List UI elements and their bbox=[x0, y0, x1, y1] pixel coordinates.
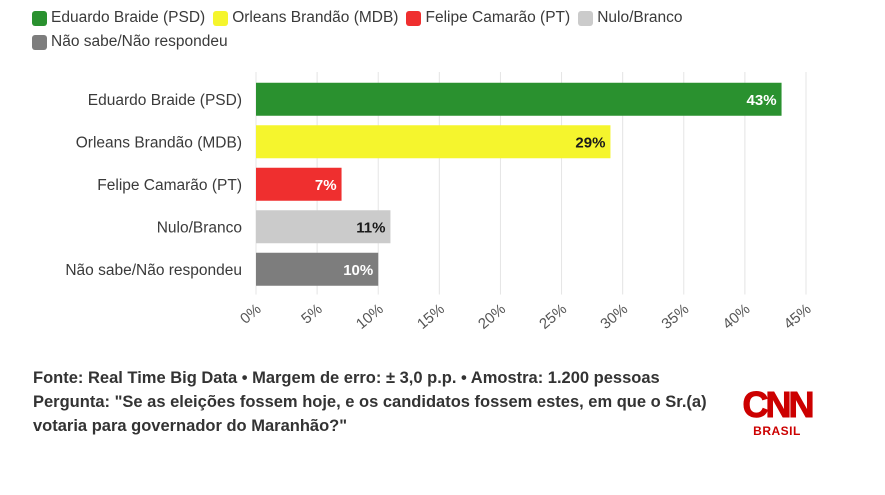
bar-chart: Eduardo Braide (PSD) 43% Orleans Brandão (… bbox=[65, 72, 815, 333]
x-tick-label: 20% bbox=[475, 301, 509, 333]
x-tick-label: 45% bbox=[781, 301, 815, 333]
x-tick-label: 35% bbox=[658, 301, 692, 333]
category-label: Orleans Brandão (MDB) bbox=[76, 134, 242, 151]
x-tick-label: 15% bbox=[414, 301, 448, 333]
bar bbox=[256, 167, 342, 201]
chart-legend: Eduardo Braide (PSD) Orleans Brandão (MDB… bbox=[32, 8, 812, 52]
bar bbox=[256, 125, 611, 159]
value-label: 43% bbox=[747, 92, 777, 109]
x-tick-label: 0% bbox=[237, 301, 265, 328]
category-label: Felipe Camarão (PT) bbox=[97, 177, 242, 194]
legend-item: Nulo/Branco bbox=[578, 8, 683, 28]
legend-swatch bbox=[578, 10, 594, 26]
value-label: 11% bbox=[356, 219, 385, 236]
legend-label: Não sabe/Não respondeu bbox=[51, 33, 228, 50]
x-tick-label: 10% bbox=[353, 301, 387, 333]
x-tick-label: 40% bbox=[720, 301, 754, 333]
value-label: 7% bbox=[315, 177, 337, 194]
legend-item: Orleans Brandão (MDB) bbox=[213, 8, 398, 28]
legend-label: Felipe Camarão (PT) bbox=[425, 9, 571, 26]
legend-item: Felipe Camarão (PT) bbox=[406, 8, 570, 28]
legend-label: Orleans Brandão (MDB) bbox=[232, 9, 399, 26]
x-tick-label: 25% bbox=[536, 301, 570, 333]
question-text: Pergunta: "Se as eleições fossem hoje, e… bbox=[33, 393, 707, 435]
cnn-brasil-logo: CNN BRASIL bbox=[732, 384, 822, 438]
x-tick-label: 30% bbox=[597, 301, 631, 333]
category-label: Nulo/Branco bbox=[157, 219, 242, 236]
legend-swatch bbox=[213, 10, 229, 26]
legend-item: Não sabe/Não respondeu bbox=[32, 32, 228, 52]
bar bbox=[256, 210, 391, 244]
value-label: 29% bbox=[575, 134, 605, 151]
cnn-logo-mark: CNN bbox=[742, 384, 815, 425]
legend-label: Nulo/Branco bbox=[597, 9, 683, 26]
legend-swatch bbox=[32, 10, 47, 26]
legend-swatch bbox=[406, 10, 422, 26]
source-text: Fonte: Real Time Big Data • Margem de er… bbox=[33, 369, 660, 387]
legend-label: Eduardo Braide (PSD) bbox=[51, 9, 206, 26]
bar bbox=[256, 82, 782, 116]
x-tick-label: 5% bbox=[298, 301, 326, 328]
chart-footer: Fonte: Real Time Big Data • Margem de er… bbox=[33, 366, 733, 438]
bar bbox=[256, 252, 379, 286]
cnn-logo-sub: BRASIL bbox=[753, 424, 801, 438]
legend-swatch bbox=[32, 34, 47, 50]
category-label: Eduardo Braide (PSD) bbox=[88, 92, 242, 109]
value-label: 10% bbox=[343, 262, 373, 279]
legend-item: Eduardo Braide (PSD) bbox=[32, 8, 205, 28]
category-label: Não sabe/Não respondeu bbox=[65, 262, 242, 279]
